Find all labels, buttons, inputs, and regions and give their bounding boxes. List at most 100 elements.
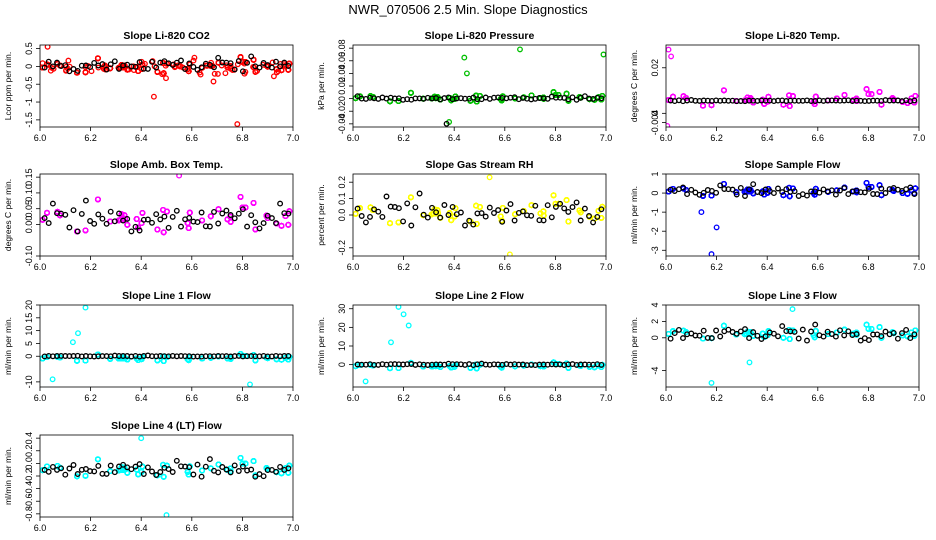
data-point [486,204,493,211]
x-tick-label: 6.8 [236,133,249,143]
data-point [375,208,382,215]
x-tick-label: 6.8 [549,262,562,272]
plot-frame [352,44,607,128]
outlier-point [234,121,241,127]
y-axis-label: percent per min. [316,184,326,245]
data-point [49,63,56,70]
outlier-point [666,46,672,53]
data-point [449,203,456,210]
x-tick-label: 6.6 [499,133,512,143]
data-point [285,221,292,228]
outlier-point [666,122,671,127]
data-point [44,209,50,216]
data-point [445,212,452,218]
plot-frame [665,44,920,128]
x-tick-label: 6.2 [397,133,410,143]
data-point [210,78,217,85]
data-point [239,68,246,75]
y-axis-label: ml/min per min. [3,317,13,375]
x-tick-label: 6.2 [397,393,410,403]
x-tick-label: 6.0 [660,133,673,143]
data-point [557,200,564,207]
data-point [62,211,69,218]
data-point [911,97,918,104]
x-tick-label: 6.6 [812,133,825,143]
x-tick-label: 6.2 [84,262,97,272]
x-tick-label: 7.0 [600,393,613,403]
data-point [149,58,155,65]
data-point [595,207,602,214]
data-point [103,66,110,73]
data-point [811,101,818,108]
data-point [780,192,787,199]
data-point [285,63,292,69]
data-point [82,197,89,204]
data-point [227,212,234,218]
x-tick-label: 6.2 [710,262,723,272]
outlier-point [395,305,402,310]
data-point [250,199,257,206]
data-point [470,221,477,228]
data-point [227,60,234,67]
outlier-point [443,120,450,127]
y-tick-label: 1 [650,171,660,176]
data-point [136,59,143,66]
y-tick-label: 0.08 [337,39,347,57]
panel-title: Slope Gas Stream RH [426,159,534,171]
x-tick-label: 6.4 [135,133,148,143]
data-point [260,220,267,227]
x-tick-label: 6.4 [761,262,774,272]
data-point [565,364,572,371]
data-point [684,191,691,198]
data-point [528,212,535,219]
data-point [783,186,790,193]
data-point [223,207,230,214]
series-selected-cycles [354,93,605,127]
data-point [353,210,359,217]
data-point [354,93,361,100]
outlier-point [708,251,715,256]
data-point [750,181,757,188]
y-tick-label: 0 [337,96,347,101]
points [666,46,919,127]
y-tick-label: -0.2 [337,240,347,256]
data-point [532,202,539,209]
outlier-point [698,209,705,216]
data-point [371,206,378,213]
series-all-cycles [40,305,293,387]
series-selected-cycles [41,53,292,75]
series-selected-cycles [354,360,605,369]
outlier-point [517,46,523,53]
data-point [74,228,81,235]
data-point [182,66,189,72]
data-point [256,225,263,232]
panel-title: Slope Sample Flow [745,159,842,171]
data-point [74,357,80,364]
outlier-point [506,251,513,256]
series-all-cycles [40,174,293,236]
y-tick-label: 0.02 [650,59,660,77]
data-point [285,352,292,359]
data-point [277,200,284,207]
outlier-point [400,311,407,318]
data-point [54,59,60,66]
x-tick-label: 6.2 [84,393,97,403]
y-tick-label: 0 [337,362,347,367]
data-point [78,210,85,217]
outlier-point [176,174,183,179]
y-tick-label: 0.02 [337,77,347,95]
panel-title: Slope Li-820 Pressure [425,30,535,42]
series-all-cycles [353,46,606,125]
x-tick-label: 6.0 [347,393,360,403]
panel-title: Slope Line 2 Flow [435,290,525,302]
data-point [185,225,192,232]
data-point [153,64,160,71]
outlier-point [463,70,470,77]
data-point [594,213,601,220]
data-point [563,90,570,97]
data-point [144,65,151,72]
y-tick-label: 20 [337,322,347,332]
